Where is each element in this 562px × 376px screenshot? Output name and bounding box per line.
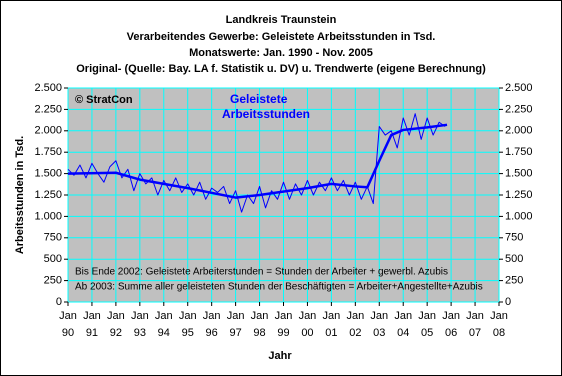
y-tick-label: 2.000 bbox=[34, 125, 62, 137]
note: Ab 2003: Summe aller geleisteten Stunden… bbox=[75, 282, 483, 293]
annotation: © StratCon bbox=[75, 94, 133, 106]
chart-title: Verarbeitendes Gewerbe: Geleistete Arbei… bbox=[127, 31, 436, 43]
x-tick-label: Jan bbox=[370, 310, 388, 322]
y-tick-label: 250 bbox=[44, 275, 62, 287]
x-tick-label: 03 bbox=[373, 327, 385, 339]
chart-title: Monatswerte: Jan. 1990 - Nov. 2005 bbox=[189, 47, 373, 59]
x-tick-label: Jan bbox=[251, 310, 269, 322]
x-tick-label: Jan bbox=[323, 310, 341, 322]
y2-tick-label: 750 bbox=[505, 232, 523, 244]
x-tick-label: Jan bbox=[490, 310, 508, 322]
y-tick-label: 2.500 bbox=[34, 82, 62, 94]
x-tick-label: 07 bbox=[469, 327, 481, 339]
y2-tick-label: 2.250 bbox=[505, 103, 533, 115]
chart-title: Landkreis Traunstein bbox=[226, 14, 337, 26]
x-tick-label: 90 bbox=[62, 327, 74, 339]
y2-tick-label: 500 bbox=[505, 253, 523, 265]
x-tick-label: Jan bbox=[107, 310, 125, 322]
y2-tick-label: 1.500 bbox=[505, 168, 533, 180]
x-tick-label: 96 bbox=[206, 327, 218, 339]
annotation: Geleistete bbox=[230, 92, 288, 106]
x-tick-label: 00 bbox=[301, 327, 313, 339]
y-tick-label: 0 bbox=[56, 296, 62, 308]
y-tick-label: 1.500 bbox=[34, 168, 62, 180]
annotation: Arbeitsstunden bbox=[222, 107, 310, 121]
chart-title: Original- (Quelle: Bay. LA f. Statistik … bbox=[76, 63, 486, 75]
x-tick-label: Jan bbox=[275, 310, 293, 322]
x-tick-label: 98 bbox=[253, 327, 265, 339]
y2-tick-label: 1.000 bbox=[505, 210, 533, 222]
y2-tick-label: 2.500 bbox=[505, 82, 533, 94]
x-tick-label: 06 bbox=[445, 327, 457, 339]
x-tick-label: Jan bbox=[83, 310, 101, 322]
x-tick-label: 93 bbox=[134, 327, 146, 339]
x-tick-label: Jan bbox=[418, 310, 436, 322]
x-tick-label: 04 bbox=[397, 327, 409, 339]
y2-tick-label: 0 bbox=[505, 296, 511, 308]
x-axis-label: Jahr bbox=[268, 350, 292, 362]
y2-tick-label: 2.000 bbox=[505, 125, 533, 137]
x-tick-label: Jan bbox=[299, 310, 317, 322]
y-tick-label: 1.000 bbox=[34, 210, 62, 222]
x-tick-label: 05 bbox=[421, 327, 433, 339]
y-tick-label: 1.750 bbox=[34, 146, 62, 158]
series-line bbox=[67, 123, 448, 199]
y2-tick-label: 250 bbox=[505, 275, 523, 287]
y-tick-label: 1.250 bbox=[34, 189, 62, 201]
x-tick-label: 92 bbox=[110, 327, 122, 339]
y-tick-label: 750 bbox=[44, 232, 62, 244]
x-tick-label: Jan bbox=[394, 310, 412, 322]
x-tick-label: 91 bbox=[86, 327, 98, 339]
x-tick-label: 02 bbox=[349, 327, 361, 339]
y-tick-label: 500 bbox=[44, 253, 62, 265]
x-tick-label: 97 bbox=[229, 327, 241, 339]
x-tick-label: Jan bbox=[227, 310, 245, 322]
y-axis-label: Arbeitsstunden in Tsd. bbox=[14, 136, 26, 254]
x-tick-label: 95 bbox=[182, 327, 194, 339]
y2-tick-label: 1.250 bbox=[505, 189, 533, 201]
x-tick-label: Jan bbox=[179, 310, 197, 322]
x-tick-label: 08 bbox=[493, 327, 505, 339]
x-tick-label: Jan bbox=[155, 310, 173, 322]
y-tick-label: 2.250 bbox=[34, 103, 62, 115]
x-tick-label: Jan bbox=[442, 310, 460, 322]
x-tick-label: 01 bbox=[325, 327, 337, 339]
x-tick-label: Jan bbox=[466, 310, 484, 322]
x-tick-label: Jan bbox=[131, 310, 149, 322]
note: Bis Ende 2002: Geleistete Arbeiterstunde… bbox=[75, 267, 448, 278]
x-tick-label: 94 bbox=[158, 327, 170, 339]
x-tick-label: Jan bbox=[203, 310, 221, 322]
y2-tick-label: 1.750 bbox=[505, 146, 533, 158]
x-tick-label: Jan bbox=[346, 310, 364, 322]
x-tick-label: 99 bbox=[277, 327, 289, 339]
x-tick-label: Jan bbox=[59, 310, 77, 322]
